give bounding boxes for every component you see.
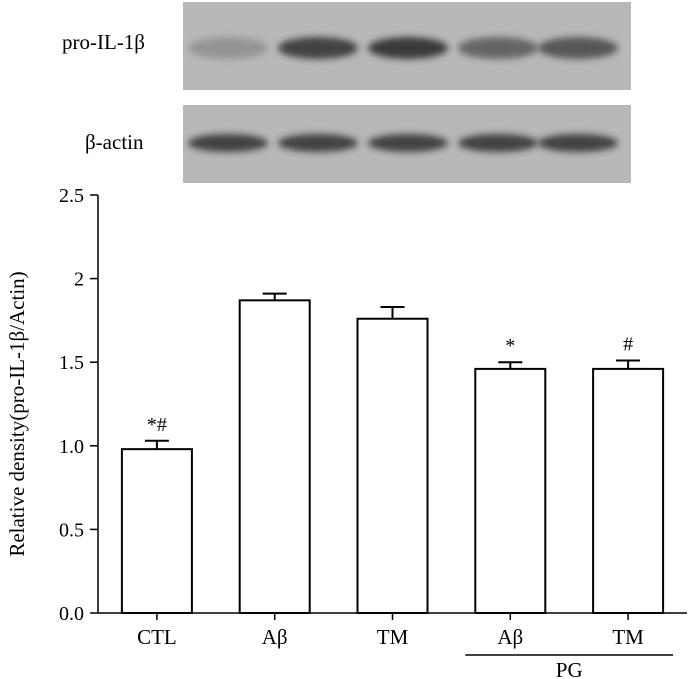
blot-band <box>188 37 268 59</box>
blot-band <box>278 134 358 152</box>
significance-mark: * <box>505 335 515 357</box>
blot-band <box>458 134 538 152</box>
x-tick-label: Aβ <box>262 625 288 649</box>
blot-band <box>368 37 448 59</box>
y-tick-label: 1.0 <box>59 436 84 458</box>
blot-image-actin <box>183 105 631 183</box>
x-tick-label: Aβ <box>497 625 523 649</box>
blot-band <box>368 134 448 152</box>
y-tick-label: 2 <box>74 269 84 291</box>
blot-label-actin: β-actin <box>85 130 144 154</box>
y-tick-label: 2.5 <box>59 185 84 207</box>
bar <box>238 299 311 614</box>
blot-band <box>278 37 358 59</box>
western-blot-pro-il1b <box>183 2 631 90</box>
x-tick-label: TM <box>612 625 644 649</box>
y-tick-label: 0.0 <box>59 603 84 625</box>
significance-mark: *# <box>147 414 167 436</box>
x-tick-label: CTL <box>137 625 177 649</box>
bar <box>120 448 193 615</box>
bar <box>356 317 429 614</box>
y-tick-label: 1.5 <box>59 352 84 374</box>
blot-band <box>188 134 268 152</box>
blot-image-pro-il1b <box>183 2 631 90</box>
blot-band <box>538 37 618 59</box>
significance-mark: # <box>623 334 633 356</box>
group-label: PG <box>556 658 583 679</box>
y-tick-label: 0.5 <box>59 519 84 541</box>
blot-band <box>538 134 618 152</box>
western-blot-actin <box>183 105 631 183</box>
y-axis-label: Relative density(pro-IL-1β/Actin) <box>5 271 29 556</box>
bar <box>592 367 665 614</box>
blot-label-pro-il1b: pro-IL-1β <box>62 30 145 54</box>
bar <box>474 367 547 614</box>
x-tick-label: TM <box>377 625 409 649</box>
blot-band <box>458 37 538 59</box>
